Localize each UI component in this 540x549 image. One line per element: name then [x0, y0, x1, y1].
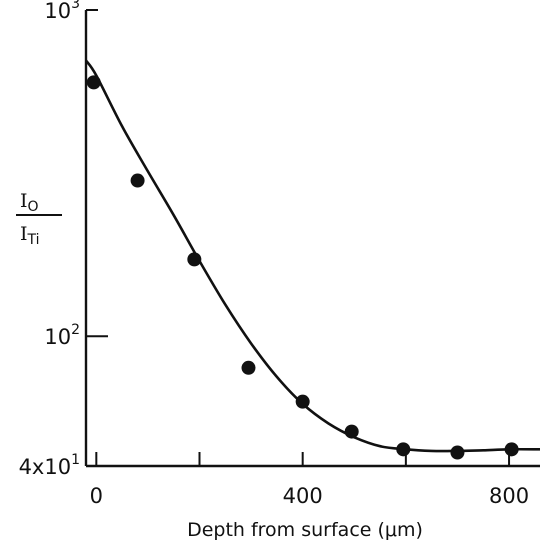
data-point — [187, 252, 202, 267]
data-point — [86, 75, 101, 90]
y-label-denominator: ITi — [20, 223, 40, 248]
data-point — [504, 442, 519, 457]
x-tick-label: 400 — [283, 484, 323, 508]
data-point — [344, 424, 359, 439]
y-tick-label: 102 — [44, 322, 80, 349]
y-label-numerator: IO — [20, 190, 39, 215]
x-axis-label: Depth from surface (μm) — [187, 519, 423, 541]
x-tick-label: 800 — [489, 484, 529, 508]
y-tick-label: 103 — [44, 0, 80, 23]
y-tick-label: 4x101 — [19, 452, 80, 479]
fit-curve — [84, 59, 540, 453]
data-point — [295, 394, 310, 409]
x-ticks: 0 400 800 — [90, 452, 529, 508]
y-axis-label: IO ITi — [16, 190, 62, 248]
data-point — [450, 445, 465, 460]
data-point — [130, 173, 145, 188]
data-point — [396, 442, 411, 457]
y-ticks: 103 102 4x101 — [19, 0, 108, 479]
x-tick-label: 0 — [90, 484, 103, 508]
plot-area — [84, 10, 540, 468]
data-points — [86, 75, 519, 460]
data-point — [241, 360, 256, 375]
